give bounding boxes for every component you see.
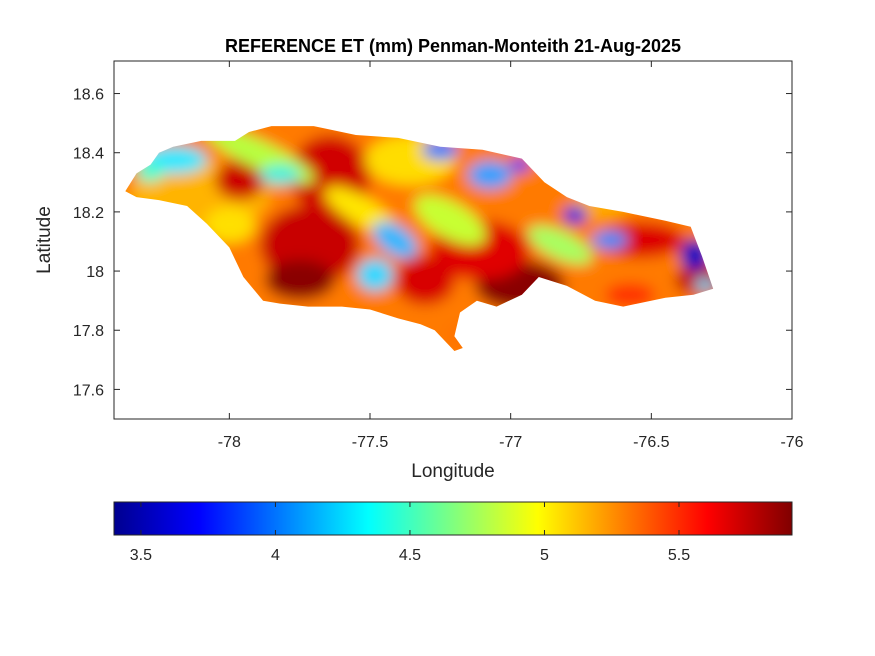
- colorbar: [113, 501, 793, 536]
- y-tick-label: 17.8: [73, 323, 104, 340]
- y-tick-label: 18.2: [73, 205, 104, 222]
- x-axis-ticks: -78 -77.5 -77 -76.5 -76: [218, 61, 804, 451]
- x-tick-label: -77.5: [352, 434, 389, 451]
- colorbar-tick-label: 3.5: [130, 547, 152, 564]
- y-axis-label: Latitude: [34, 206, 55, 274]
- y-tick-label: 17.6: [73, 382, 104, 399]
- y-tick-label: 18: [86, 264, 104, 281]
- x-tick-label: -77: [499, 434, 522, 451]
- colorbar-tick-label: 5: [540, 547, 549, 564]
- x-axis-label: Longitude: [411, 461, 494, 482]
- colorbar-tick-label: 5.5: [668, 547, 690, 564]
- colorbar-ticks: 3.5 4 4.5 5 5.5: [130, 502, 690, 564]
- colorbar-tick-label: 4.5: [399, 547, 421, 564]
- colorbar-tick-label: 4: [271, 547, 280, 564]
- x-tick-label: -78: [218, 434, 241, 451]
- y-tick-label: 18.6: [73, 87, 104, 104]
- x-tick-label: -76: [780, 434, 803, 451]
- figure-title: REFERENCE ET (mm) Penman-Monteith 21-Aug…: [225, 36, 681, 56]
- y-axis-ticks: 18.6 18.4 18.2 18 17.8 17.6: [73, 87, 792, 399]
- map-axes-box: [113, 60, 793, 420]
- y-tick-label: 18.4: [73, 146, 104, 163]
- x-tick-label: -76.5: [633, 434, 670, 451]
